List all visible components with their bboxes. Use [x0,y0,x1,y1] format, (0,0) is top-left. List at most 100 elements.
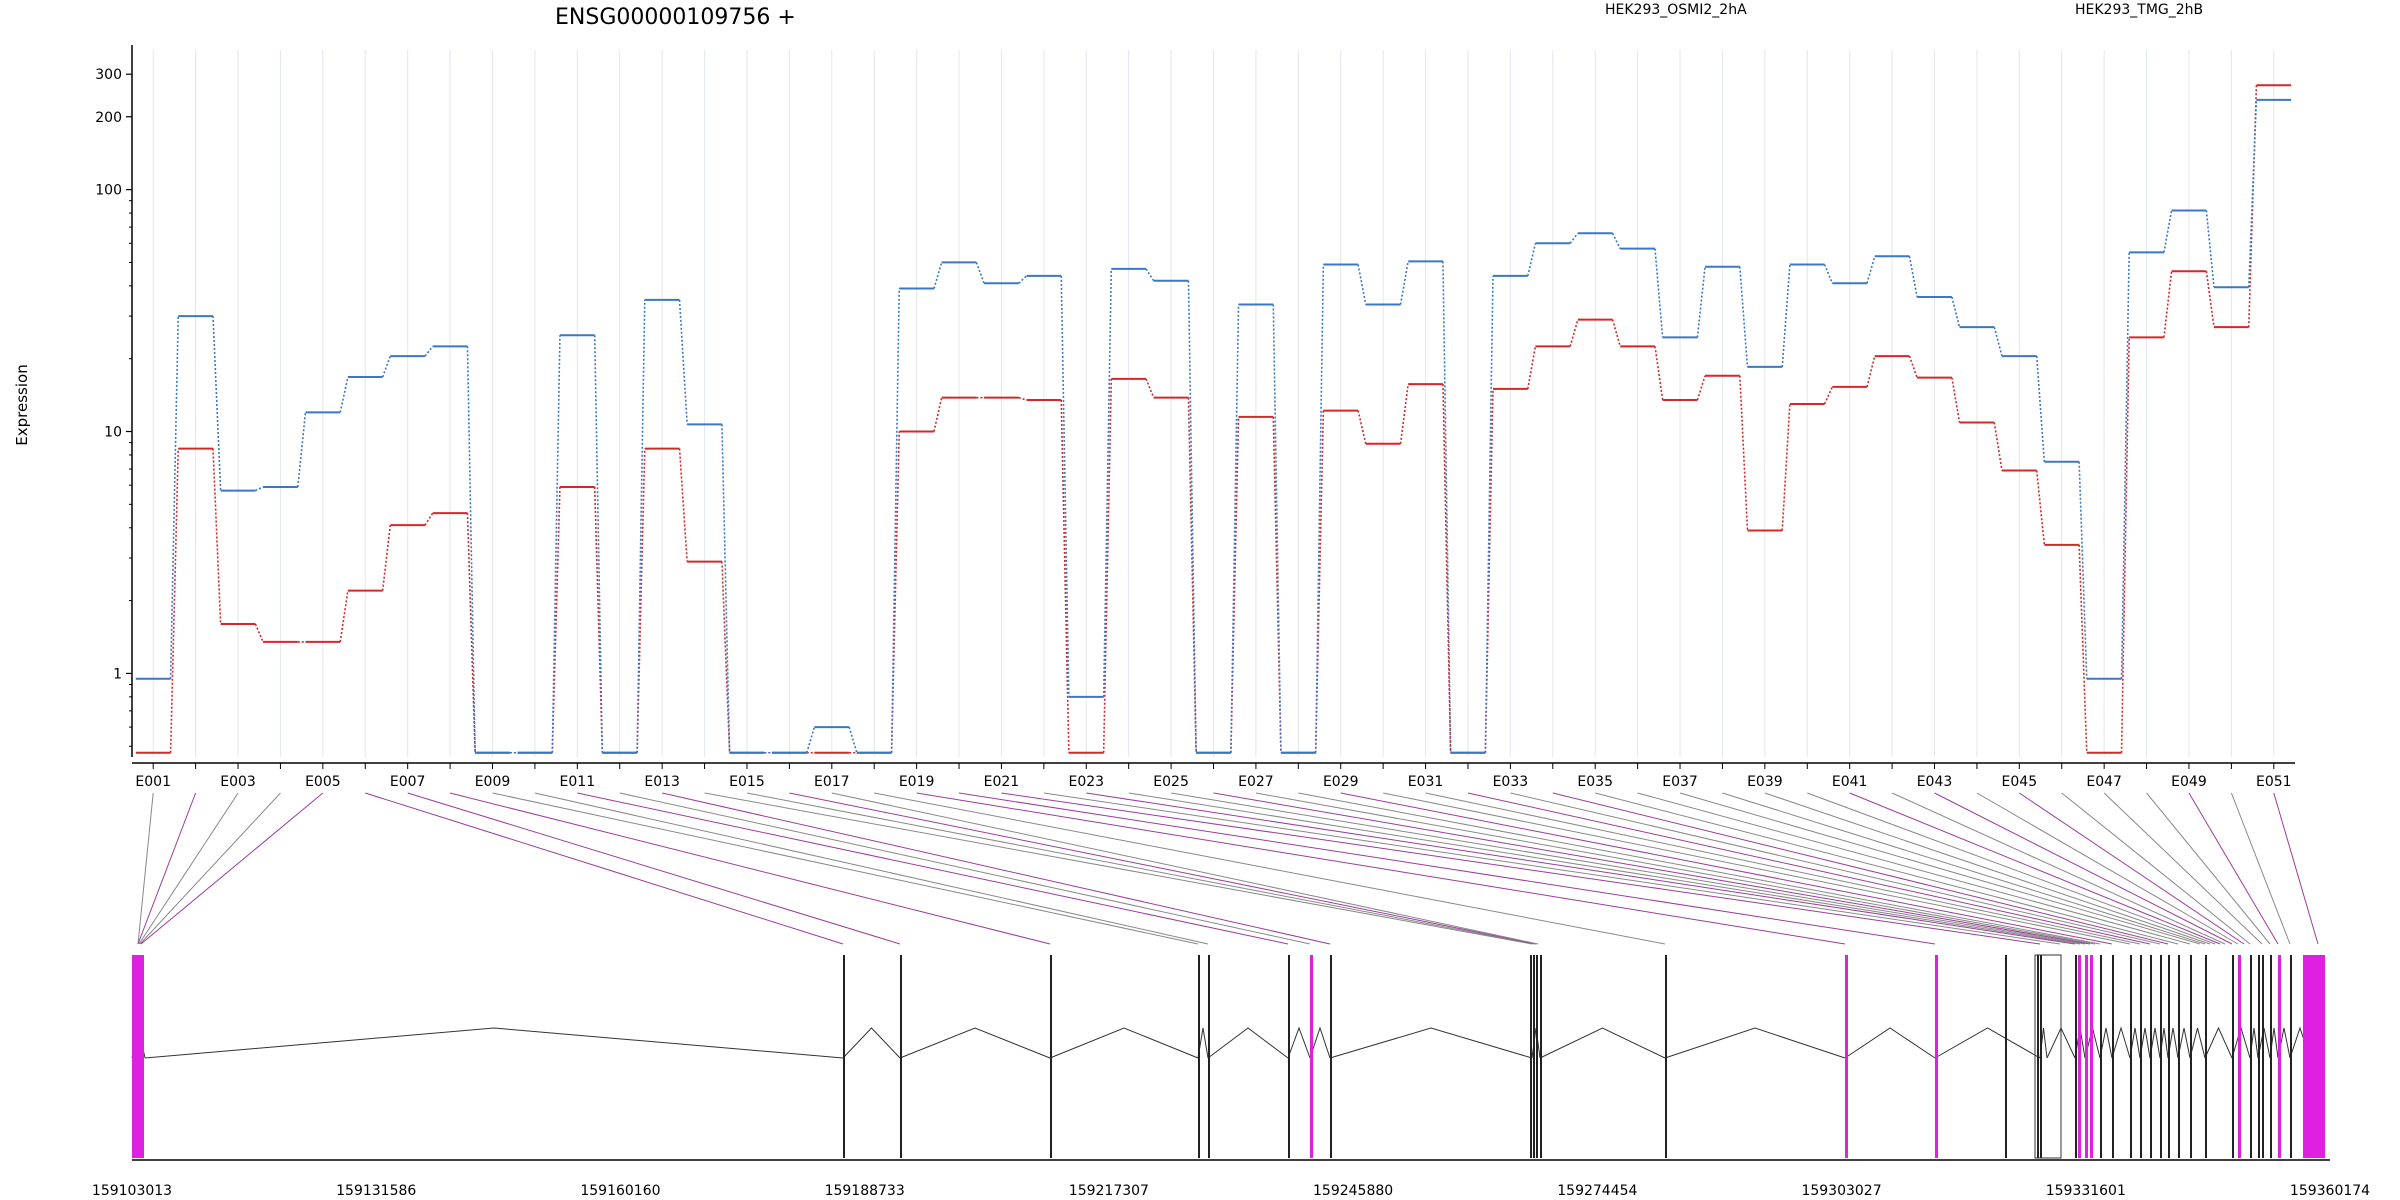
series-connector [1526,243,1537,277]
x-tick-label: E009 [475,774,511,790]
exon-block [2168,955,2170,1158]
exon-connector [407,792,901,945]
exon-connector [1128,792,2081,945]
series-connector [1145,268,1155,282]
exon-block [1935,955,1938,1158]
x-tick-label: E047 [2086,774,2122,790]
exon-connector [2273,792,2319,945]
series-connector [2163,210,2173,253]
series-connector [339,376,349,413]
exon-connector [958,792,1936,945]
series-connector [1102,378,1113,753]
gene-model: 159103013 159131586 159160160 159188733 1592… [92,954,2370,1199]
series-lines [135,84,2292,754]
exon-connector [1086,792,2076,945]
series-connector [1145,378,1155,398]
exon-block [2290,955,2292,1158]
series-connector [636,299,646,753]
exon-connector [449,792,1051,945]
x-tick-label: E023 [1068,774,1104,790]
series-connector [1611,232,1621,250]
series-connector [1569,319,1579,347]
series-connector [2205,271,2215,328]
series-connector [1060,399,1070,753]
y-tick-label: 1 [113,666,122,682]
series-connector [1018,275,1028,284]
series-connector [933,397,943,432]
series-connector [2035,470,2046,545]
exon-connector [577,792,1289,945]
series-connector [212,316,222,491]
exon-block [2085,955,2088,1158]
series-connector [1230,304,1240,753]
y-tick-label: 100 [95,183,122,199]
exon-block [2078,955,2081,1158]
exon-connector [365,792,844,945]
x-tick-label: E025 [1153,774,1189,790]
exon-block [2160,955,2162,1158]
series-connector [1484,388,1494,753]
exon-connector [534,792,1209,945]
intron-line [842,1027,901,1059]
exon-connector [137,792,197,945]
series-connector [1526,346,1537,390]
exon-block [2250,955,2252,1158]
exon-block [2278,955,2281,1158]
series-connector [381,355,392,378]
x-tick-label: E051 [2256,774,2292,790]
series-connector [1866,256,1876,284]
exon-connector [1637,792,2191,945]
exon-block [2232,955,2234,1158]
exon-block [2205,955,2207,1158]
intron-line [899,1027,1051,1059]
exon-connector [1467,792,2151,945]
exon-block [2258,955,2260,1158]
series-connector [1908,256,1918,298]
series-connector [890,288,901,753]
exon-block [2140,955,2142,1158]
series-connector [2163,271,2173,338]
series-connector [212,448,222,625]
intron-line [1207,1027,1289,1059]
exon-connector [137,792,154,945]
intron-line [1309,1026,1331,1059]
x-tick-label: E045 [2002,774,2038,790]
series-connector [424,512,434,526]
x-tick-label: E027 [1238,774,1274,790]
intron-line [1844,1027,1936,1059]
x-tick-label: E049 [2171,774,2207,790]
series-connector [593,335,604,753]
exon-connector [1255,792,2096,945]
series-connector [1187,280,1197,753]
series-connector [1314,264,1325,753]
exon-connector [662,792,1331,945]
x-tick-label: E017 [814,774,850,790]
series-connector [1399,384,1409,444]
legend-entry-osmi2: HEK293_OSMI2_2hA [1605,2,1747,18]
exon-connector [874,792,1666,945]
exon-connector [1340,792,2113,945]
exon-connector [1976,792,2239,945]
exon-block [1050,955,1052,1158]
y-axis-label: Expression [13,364,31,445]
exon-connector [2019,792,2245,945]
exon-block [2040,955,2042,1158]
genomic-coordinate-label: 159131586 [336,1183,416,1199]
exon-connector [746,792,1535,945]
exon-connector [1001,792,2041,945]
series-connector [1781,403,1791,531]
exon-block [2303,955,2325,1158]
exon-connector [139,792,281,945]
series-connector [169,316,180,679]
series-connector [1654,248,1664,338]
exon-block [2100,955,2102,1158]
series-connector [254,623,264,643]
intron-line [2111,1026,2131,1059]
genomic-coordinate-label: 159303027 [1801,1183,1881,1199]
chart-title: ENSG00000109756 + [555,5,796,30]
exon-connector [2061,792,2251,945]
series-connector [678,448,688,562]
series-connector [2078,544,2088,753]
exon-block [2270,955,2272,1158]
